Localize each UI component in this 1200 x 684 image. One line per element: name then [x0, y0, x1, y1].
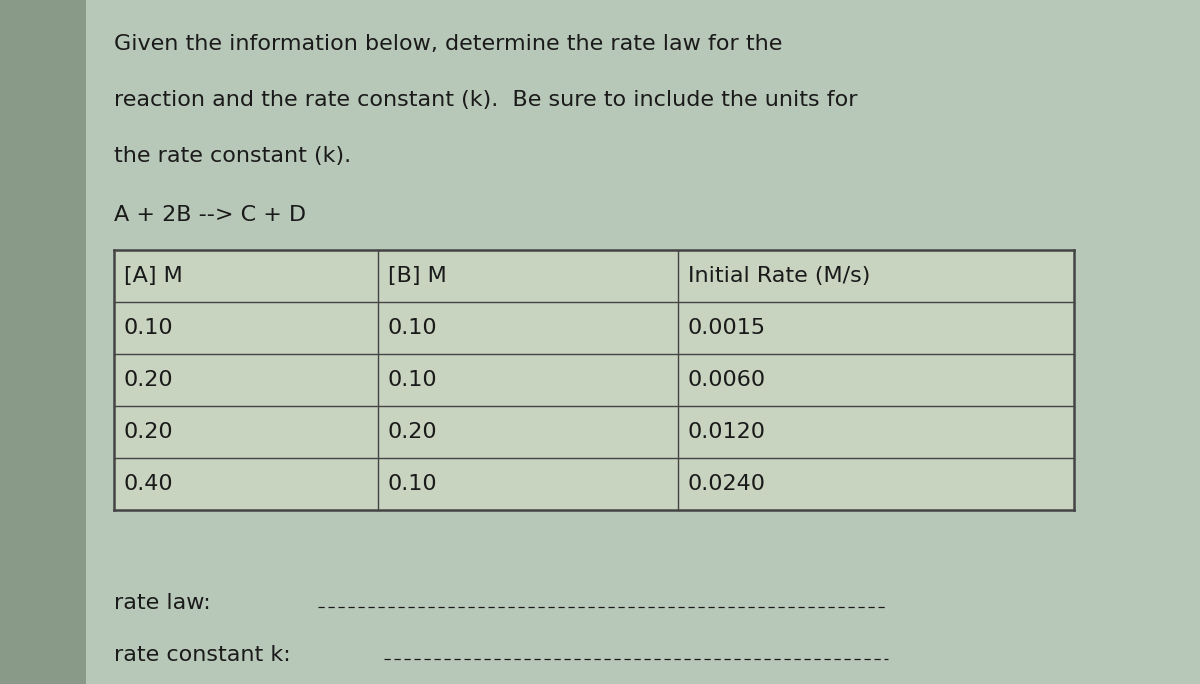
- Text: rate constant k:: rate constant k:: [114, 645, 290, 666]
- Text: Given the information below, determine the rate law for the: Given the information below, determine t…: [114, 34, 782, 54]
- Text: the rate constant (k).: the rate constant (k).: [114, 146, 352, 166]
- Text: Initial Rate (M/s): Initial Rate (M/s): [688, 265, 870, 286]
- Text: 0.20: 0.20: [124, 369, 173, 390]
- Text: rate law:: rate law:: [114, 593, 211, 614]
- Text: 0.10: 0.10: [388, 317, 437, 338]
- Text: A + 2B --> C + D: A + 2B --> C + D: [114, 205, 306, 225]
- Text: 0.10: 0.10: [124, 317, 173, 338]
- Text: 0.10: 0.10: [388, 473, 437, 494]
- Text: 0.0120: 0.0120: [688, 421, 766, 442]
- Text: 0.20: 0.20: [388, 421, 437, 442]
- Text: 0.0060: 0.0060: [688, 369, 766, 390]
- Bar: [114, 250, 1074, 510]
- Text: [B] M: [B] M: [388, 265, 446, 286]
- Text: [A] M: [A] M: [124, 265, 182, 286]
- Text: 0.40: 0.40: [124, 473, 173, 494]
- Text: 0.10: 0.10: [388, 369, 437, 390]
- Text: 0.0240: 0.0240: [688, 473, 766, 494]
- Bar: [0, 0, 86, 684]
- Text: reaction and the rate constant (k).  Be sure to include the units for: reaction and the rate constant (k). Be s…: [114, 90, 858, 110]
- Text: 0.0015: 0.0015: [688, 317, 766, 338]
- Text: 0.20: 0.20: [124, 421, 173, 442]
